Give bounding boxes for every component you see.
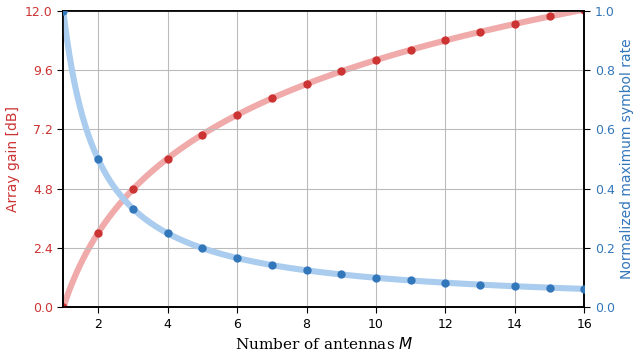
Y-axis label: Array gain [dB]: Array gain [dB] xyxy=(6,106,20,212)
X-axis label: Number of antennas $M$: Number of antennas $M$ xyxy=(235,337,413,352)
Y-axis label: Normalized maximum symbol rate: Normalized maximum symbol rate xyxy=(620,39,634,279)
